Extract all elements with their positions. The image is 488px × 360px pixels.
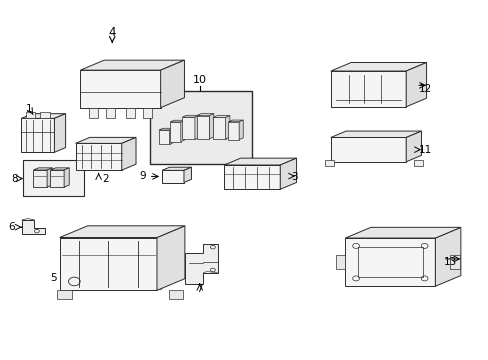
Polygon shape <box>239 120 243 140</box>
Bar <box>23 160 84 196</box>
Polygon shape <box>181 120 184 141</box>
Polygon shape <box>228 122 239 140</box>
Polygon shape <box>80 60 184 70</box>
Polygon shape <box>47 168 52 187</box>
Text: 9: 9 <box>140 171 146 181</box>
Polygon shape <box>50 168 69 170</box>
Bar <box>149 91 251 164</box>
Polygon shape <box>209 114 213 139</box>
Text: 4: 4 <box>108 26 116 39</box>
Polygon shape <box>157 226 184 291</box>
Polygon shape <box>335 255 345 269</box>
Polygon shape <box>325 160 333 166</box>
Polygon shape <box>21 114 65 118</box>
Polygon shape <box>345 227 460 238</box>
Polygon shape <box>224 158 296 165</box>
Polygon shape <box>33 168 52 170</box>
Polygon shape <box>162 170 183 183</box>
Polygon shape <box>169 128 173 144</box>
Polygon shape <box>330 63 426 71</box>
Polygon shape <box>159 130 169 144</box>
Polygon shape <box>89 108 98 118</box>
Polygon shape <box>197 116 209 139</box>
Polygon shape <box>57 291 72 299</box>
Polygon shape <box>22 220 45 234</box>
Polygon shape <box>212 116 229 117</box>
Polygon shape <box>434 227 460 286</box>
Polygon shape <box>64 168 69 187</box>
Text: 6: 6 <box>8 222 15 232</box>
Text: 7: 7 <box>196 284 203 294</box>
Text: 10: 10 <box>192 75 206 85</box>
Polygon shape <box>406 131 421 162</box>
Polygon shape <box>21 118 54 152</box>
Text: 8: 8 <box>11 174 18 184</box>
Polygon shape <box>228 120 243 122</box>
Polygon shape <box>170 122 181 141</box>
Text: 1: 1 <box>26 104 33 114</box>
Polygon shape <box>330 71 406 107</box>
Polygon shape <box>106 108 115 118</box>
Polygon shape <box>40 112 50 118</box>
Text: 13: 13 <box>443 257 456 267</box>
Polygon shape <box>142 108 151 118</box>
Text: 11: 11 <box>418 145 431 155</box>
Polygon shape <box>75 138 136 143</box>
Polygon shape <box>50 170 64 187</box>
Polygon shape <box>182 117 195 139</box>
Polygon shape <box>212 117 225 139</box>
Polygon shape <box>54 114 65 152</box>
Polygon shape <box>75 143 122 170</box>
Polygon shape <box>449 255 459 269</box>
Polygon shape <box>122 138 136 170</box>
Polygon shape <box>64 236 161 289</box>
Polygon shape <box>159 128 173 130</box>
Polygon shape <box>33 170 47 187</box>
Polygon shape <box>185 244 217 284</box>
Polygon shape <box>26 112 35 118</box>
Polygon shape <box>406 63 426 107</box>
Polygon shape <box>160 60 184 108</box>
Polygon shape <box>162 167 191 170</box>
Polygon shape <box>280 158 296 189</box>
Polygon shape <box>197 114 213 116</box>
Polygon shape <box>80 70 160 108</box>
Polygon shape <box>125 108 134 118</box>
Text: 3: 3 <box>290 172 297 182</box>
Polygon shape <box>225 116 229 139</box>
Polygon shape <box>168 291 183 299</box>
Polygon shape <box>345 238 434 286</box>
Polygon shape <box>330 131 421 138</box>
Polygon shape <box>182 115 199 117</box>
Text: 2: 2 <box>102 174 109 184</box>
Polygon shape <box>60 226 184 238</box>
Polygon shape <box>170 120 184 122</box>
Text: 12: 12 <box>418 84 431 94</box>
Polygon shape <box>195 115 199 139</box>
Polygon shape <box>413 160 422 166</box>
Text: 5: 5 <box>51 273 57 283</box>
Polygon shape <box>60 238 157 291</box>
Polygon shape <box>330 138 406 162</box>
Polygon shape <box>224 165 280 189</box>
Polygon shape <box>183 167 191 183</box>
